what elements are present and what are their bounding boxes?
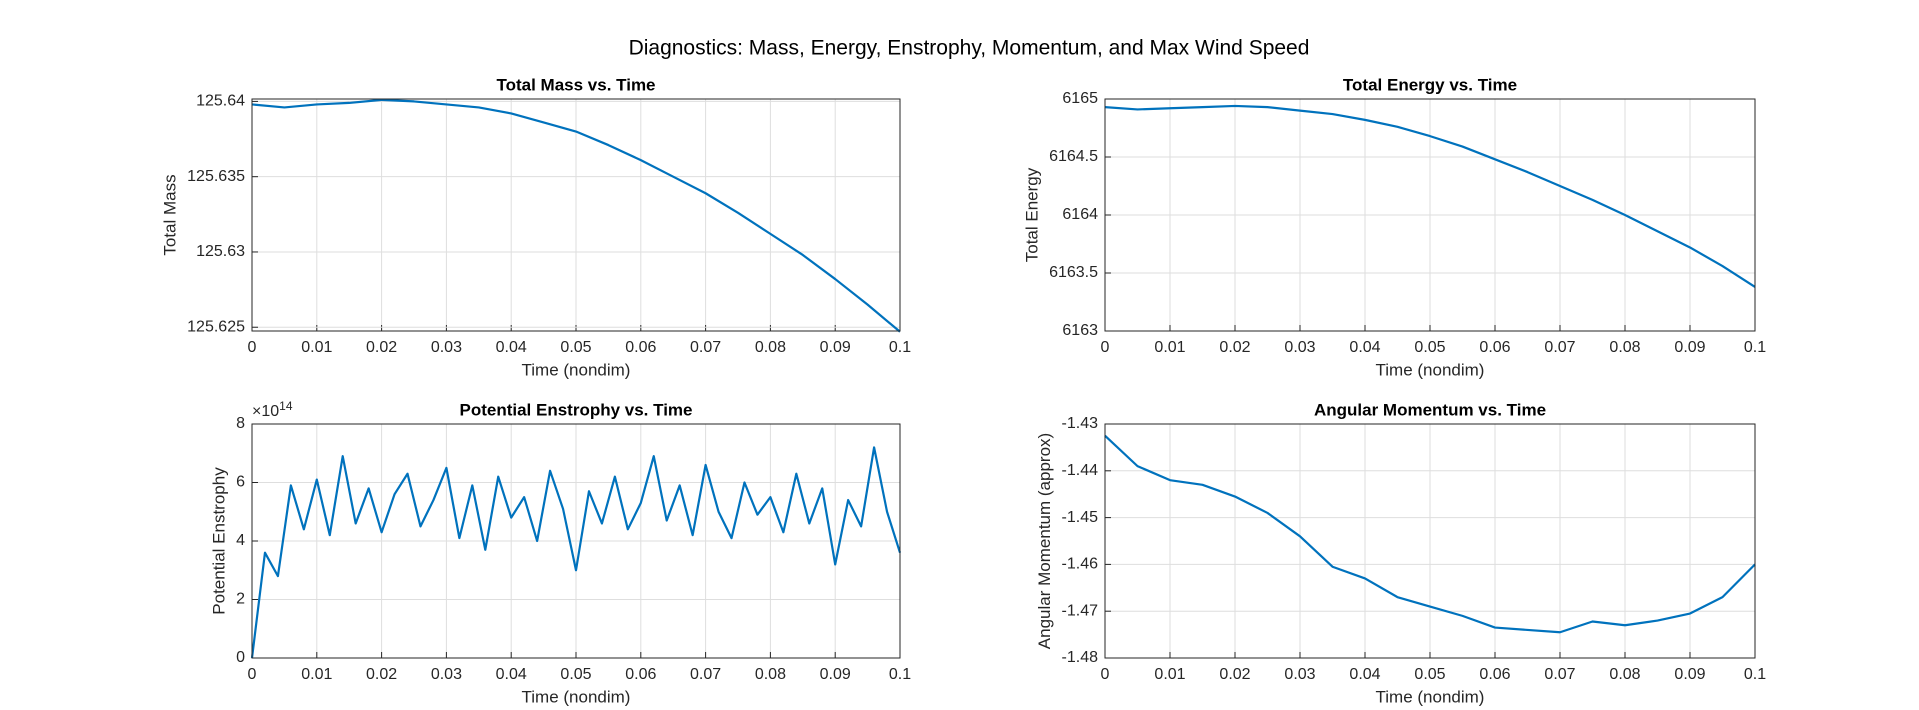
x-tick-label: 0.08: [755, 666, 786, 683]
x-tick-label: 0.02: [1219, 666, 1250, 683]
x-tick-label: 0.09: [1674, 339, 1705, 356]
y-tick-label: 125.625: [187, 318, 245, 335]
y-tick-label: 2: [236, 591, 245, 608]
x-tick-label: 0.01: [301, 666, 332, 683]
x-axis-label: Time (nondim): [1376, 687, 1485, 706]
x-tick-label: 0.04: [496, 666, 527, 683]
y-tick-label: 6163: [1062, 322, 1098, 339]
x-tick-label: 0.07: [1544, 666, 1575, 683]
x-tick-label: 0.09: [820, 339, 851, 356]
y-tick-label: 4: [236, 532, 245, 549]
y-tick-label: -1.48: [1062, 649, 1099, 666]
y-tick-label: 6163.5: [1049, 264, 1098, 281]
x-tick-label: 0.07: [690, 666, 721, 683]
x-tick-label: 0.09: [820, 666, 851, 683]
data-line: [251, 98, 901, 333]
x-tick-label: 0.1: [889, 339, 911, 356]
x-tick-label: 0.02: [366, 339, 397, 356]
y-tick-label: -1.43: [1062, 415, 1099, 432]
y-axis-label: Potential Enstrophy: [210, 467, 229, 615]
y-exponent: ×1014: [252, 399, 293, 420]
x-tick-label: 0.06: [625, 666, 656, 683]
x-tick-label: 0.04: [1349, 339, 1380, 356]
x-tick-label: 0.01: [301, 339, 332, 356]
y-tick-label: 6164: [1062, 206, 1098, 223]
x-tick-label: 0.02: [366, 666, 397, 683]
x-tick-label: 0.05: [560, 339, 591, 356]
x-tick-label: 0.02: [1219, 339, 1250, 356]
y-tick-label: 0: [236, 649, 245, 666]
x-tick-label: 0: [248, 666, 257, 683]
y-tick-label: -1.46: [1062, 556, 1099, 573]
x-tick-label: 0.04: [496, 339, 527, 356]
axes-box: [1104, 423, 1756, 659]
x-tick-label: 0.09: [1674, 666, 1705, 683]
y-tick-label: 125.64: [196, 93, 245, 110]
x-tick-label: 0.03: [431, 339, 462, 356]
data-line: [1104, 434, 1756, 634]
x-axis-label: Time (nondim): [522, 360, 631, 379]
x-tick-label: 0.1: [1744, 339, 1766, 356]
x-tick-label: 0.08: [1609, 666, 1640, 683]
x-tick-label: 0.03: [431, 666, 462, 683]
x-tick-label: 0.05: [560, 666, 591, 683]
x-tick-label: 0: [248, 339, 257, 356]
subplot: 0 0.01 0.02 0.03 0.04 0.05 0.06 0.07 0.08 0.09 0.1…: [210, 399, 912, 706]
y-tick-label: -1.44: [1062, 462, 1099, 479]
y-tick-label: 6164.5: [1049, 148, 1098, 165]
subplot-title: Total Mass vs. Time: [496, 75, 655, 94]
x-axis-label: Time (nondim): [1376, 360, 1485, 379]
y-tick-label: 6165: [1062, 90, 1098, 107]
data-line: [1104, 104, 1756, 288]
x-tick-label: 0.07: [690, 339, 721, 356]
x-tick-label: 0.1: [1744, 666, 1766, 683]
x-axis-label: Time (nondim): [522, 687, 631, 706]
x-tick-label: 0: [1101, 666, 1110, 683]
axes-box: [251, 423, 901, 659]
x-tick-label: 0.07: [1544, 339, 1575, 356]
exponent-base: ×10: [252, 403, 279, 420]
x-tick-label: 0.08: [755, 339, 786, 356]
y-tick-label: 125.635: [187, 168, 245, 185]
x-tick-label: 0.1: [889, 666, 911, 683]
x-tick-label: 0: [1101, 339, 1110, 356]
subplot: 0 0.01 0.02 0.03 0.04 0.05 0.06 0.07 0.08 0.09 0.1…: [161, 75, 912, 379]
y-tick-label: 8: [236, 415, 245, 432]
y-axis-label: Angular Momentum (approx): [1035, 433, 1054, 649]
axes-box: [251, 98, 901, 332]
y-tick-label: -1.45: [1062, 509, 1099, 526]
y-axis-label: Total Energy: [1023, 167, 1042, 262]
y-tick-label: 6: [236, 474, 245, 491]
x-tick-label: 0.08: [1609, 339, 1640, 356]
exponent-power: 14: [279, 399, 293, 413]
x-tick-label: 0.04: [1349, 666, 1380, 683]
x-tick-label: 0.06: [1479, 666, 1510, 683]
subplot-title: Angular Momentum vs. Time: [1314, 400, 1546, 419]
x-tick-label: 0.05: [1414, 339, 1445, 356]
x-tick-label: 0.03: [1284, 339, 1315, 356]
subplot: 0 0.01 0.02 0.03 0.04 0.05 0.06 0.07 0.08 0.09 0.1…: [1023, 75, 1767, 379]
figure-title: Diagnostics: Mass, Energy, Enstrophy, Mo…: [629, 37, 1310, 60]
y-axis-label: Total Mass: [161, 174, 180, 255]
subplot-title: Potential Enstrophy vs. Time: [459, 400, 692, 419]
x-tick-label: 0.06: [625, 339, 656, 356]
x-tick-label: 0.03: [1284, 666, 1315, 683]
axes-box: [1104, 98, 1756, 332]
x-tick-label: 0.05: [1414, 666, 1445, 683]
subplot: 0 0.01 0.02 0.03 0.04 0.05 0.06 0.07 0.08 0.09 0.1…: [1035, 400, 1766, 706]
y-tick-label: -1.47: [1062, 602, 1099, 619]
y-tick-label: 125.63: [196, 243, 245, 260]
x-tick-label: 0.06: [1479, 339, 1510, 356]
subplot-title: Total Energy vs. Time: [1343, 75, 1517, 94]
x-tick-label: 0.01: [1154, 339, 1185, 356]
data-line: [250, 446, 902, 659]
x-tick-label: 0.01: [1154, 666, 1185, 683]
